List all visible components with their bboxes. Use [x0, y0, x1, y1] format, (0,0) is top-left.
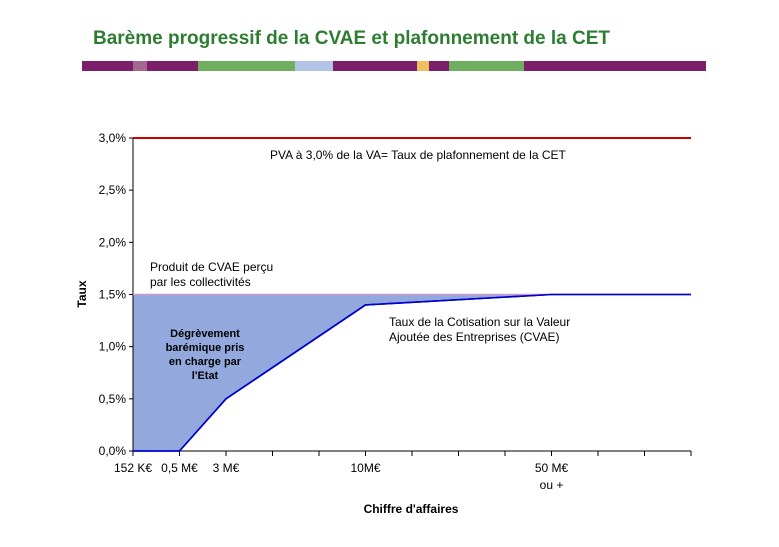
annotation-relief: l'Etat: [192, 370, 219, 382]
y-tick-label: 1,5%: [99, 288, 127, 302]
decorative-color-band: [82, 61, 706, 71]
x-tick-label: 0,5 M€: [161, 461, 198, 475]
band-segment: [448, 61, 524, 71]
band-segment: [416, 61, 429, 71]
x-tick-label: 152 K€: [114, 461, 152, 475]
y-tick-label: 0,0%: [99, 444, 127, 458]
x-tick-label-line2: ou +: [540, 478, 564, 492]
annotation-relief: en charge par: [169, 356, 242, 368]
relief-area: [133, 294, 552, 451]
annotation-relief: barémique pris: [166, 342, 245, 354]
y-tick-label: 1,0%: [99, 340, 127, 354]
x-tick-label: 50 M€: [535, 461, 569, 475]
x-axis-title: Chiffre d'affaires: [364, 502, 459, 516]
y-tick-label: 0,5%: [99, 392, 127, 406]
y-tick-label: 2,5%: [99, 183, 127, 197]
band-segment: [133, 61, 147, 71]
band-segment: [82, 61, 133, 71]
annotation-cap-rate: PVA à 3,0% de la VA= Taux de plafonnemen…: [270, 148, 567, 162]
band-segment: [294, 61, 333, 71]
y-tick-label: 2,0%: [99, 235, 127, 249]
x-tick-label: 3 M€: [213, 461, 240, 475]
page-title: Barème progressif de la CVAE et plafonne…: [93, 28, 610, 49]
annotation-cvae-rate: Ajoutée des Entreprises (CVAE): [389, 330, 560, 344]
band-segment: [523, 61, 706, 71]
band-segment: [332, 61, 417, 71]
band-segment: [197, 61, 295, 71]
series-line-cvae-overlay: [133, 293, 691, 452]
annotation-collected: Produit de CVAE perçu: [150, 260, 273, 274]
x-tick-label: 10M€: [350, 461, 380, 475]
annotation-collected: par les collectivités: [150, 275, 251, 289]
band-segment: [146, 61, 198, 71]
plot-area: 0,0% 0,5% 1,0% 1,5% 2,0% 2,5% 3,0% 152 K€ 0,5 M€…: [75, 131, 692, 516]
annotation-relief: Dégrèvement: [170, 328, 240, 340]
band-segment: [428, 61, 449, 71]
annotation-cvae-rate: Taux de la Cotisation sur la Valeur: [389, 315, 570, 329]
y-tick-label: 3,0%: [99, 131, 127, 145]
y-axis-title: Taux: [75, 280, 89, 307]
